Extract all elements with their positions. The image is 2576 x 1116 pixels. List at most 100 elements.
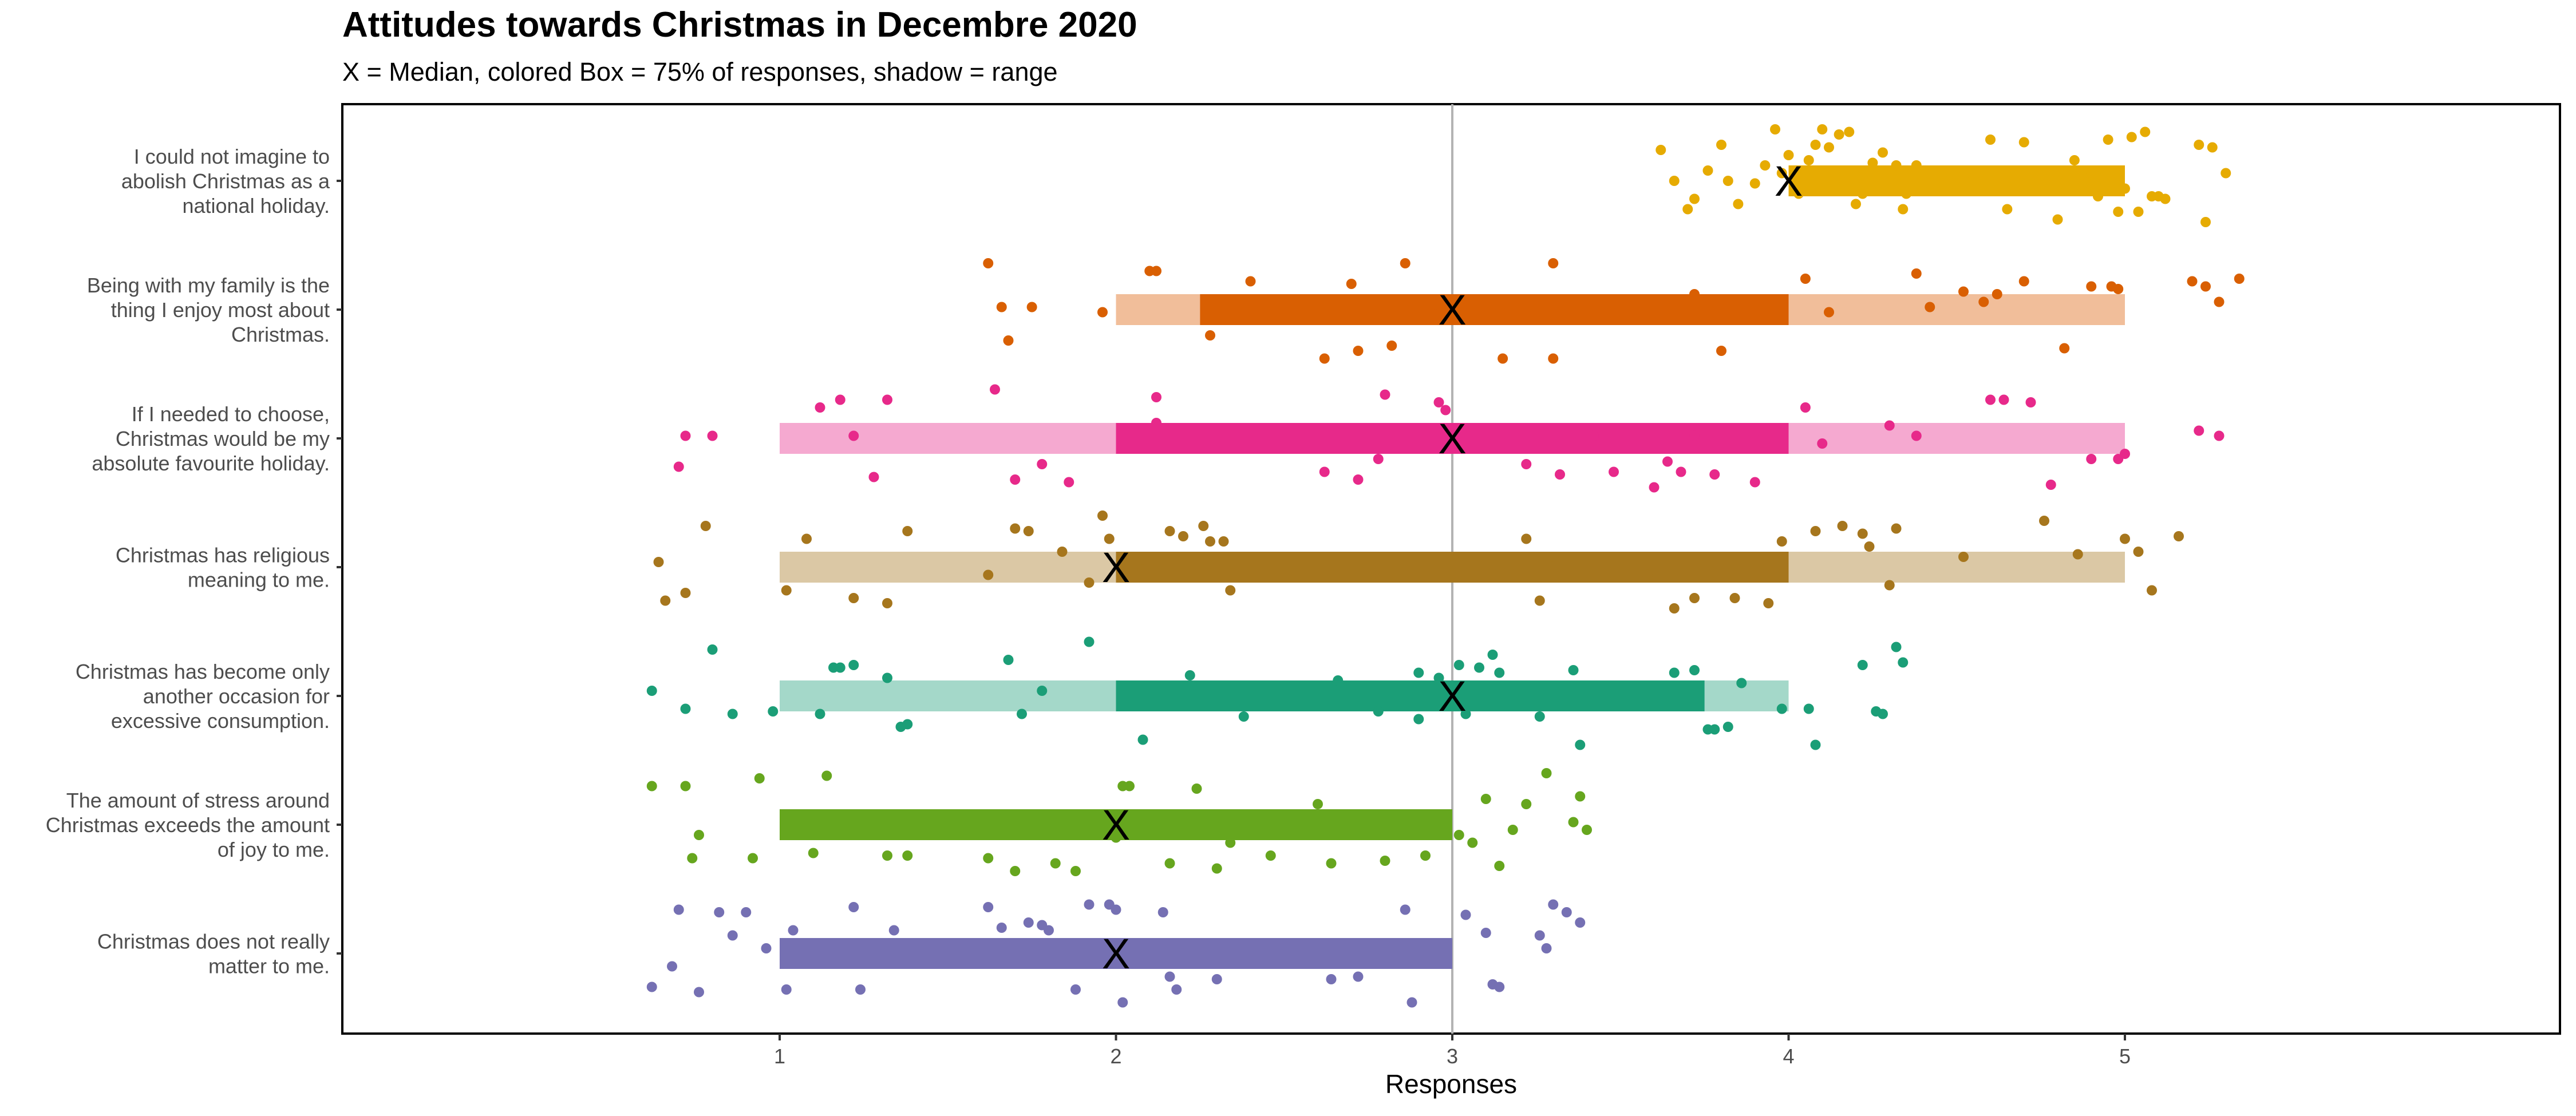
iqr-box [1200, 294, 1789, 325]
response-point [1911, 160, 1922, 171]
response-point [1689, 430, 1700, 441]
response-point [983, 569, 994, 580]
response-point [1433, 672, 1444, 683]
response-point [2113, 207, 2124, 217]
response-point [1373, 454, 1384, 464]
response-point [1353, 346, 1364, 356]
response-point [1561, 907, 1572, 917]
response-point [1891, 523, 1902, 534]
response-point [1137, 734, 1148, 745]
y-tick-label-line: absolute favourite holiday. [92, 452, 330, 475]
response-point [1225, 585, 1236, 596]
iqr-boxes [780, 165, 2125, 969]
x-tick-label: 4 [1783, 1044, 1794, 1068]
response-point [2120, 533, 2130, 544]
y-tick-label: If I needed to choose, Christmas would be… [92, 402, 330, 475]
response-point [1070, 984, 1081, 995]
iqr-box [1788, 165, 2125, 196]
response-point [1151, 392, 1161, 402]
response-point [2052, 214, 2063, 225]
response-point [1548, 258, 1559, 268]
iqr-box [1116, 680, 1705, 711]
response-point [1184, 670, 1195, 680]
response-point [1702, 165, 1713, 176]
response-point [1010, 474, 1021, 485]
response-point [2120, 449, 2130, 459]
response-point [1867, 157, 1878, 168]
response-point [1689, 665, 1700, 675]
response-point [1763, 598, 1774, 608]
response-point [667, 961, 677, 972]
response-point [2069, 155, 2080, 165]
response-point [707, 644, 718, 655]
response-point [1767, 315, 1777, 325]
response-point [2113, 284, 2124, 294]
response-point [1844, 126, 1855, 137]
response-point [2214, 296, 2225, 307]
response-point [2147, 585, 2157, 596]
y-tick-label-line: Christmas has religious [116, 544, 330, 567]
response-point [768, 706, 779, 717]
response-point [1037, 686, 1048, 696]
response-point [1494, 667, 1505, 678]
response-point [902, 719, 913, 730]
response-point [1824, 142, 1834, 153]
response-point [1474, 662, 1484, 673]
response-point [1084, 899, 1095, 910]
jitter-points [646, 124, 2245, 1008]
response-point [815, 402, 825, 413]
response-point [1346, 279, 1357, 289]
response-point [1313, 799, 1323, 809]
response-point [1810, 526, 1821, 536]
response-point [1749, 178, 1760, 189]
response-point [1205, 330, 1215, 341]
response-point [1413, 667, 1424, 678]
response-point [1010, 866, 1021, 876]
response-point [1642, 569, 1653, 580]
response-point [1891, 642, 1902, 652]
response-point [1084, 636, 1095, 647]
response-point [1901, 188, 1912, 199]
response-point [1978, 296, 1989, 307]
response-point [2187, 276, 2198, 287]
response-point [1776, 536, 1787, 547]
response-point [1985, 394, 1996, 405]
response-point [1555, 469, 1565, 480]
response-point [821, 770, 832, 781]
response-point [1460, 909, 1471, 920]
response-point [2133, 207, 2144, 217]
response-point [694, 987, 704, 998]
response-point [2018, 137, 2029, 148]
response-point [1480, 794, 1491, 804]
response-point [1669, 603, 1680, 614]
response-point [1649, 482, 1660, 493]
response-point [1998, 394, 2009, 405]
response-point [1037, 459, 1048, 469]
response-point [1676, 466, 1686, 477]
response-point [1689, 593, 1700, 603]
response-point [1817, 124, 1828, 134]
response-point [1003, 335, 1014, 346]
response-point [868, 472, 879, 482]
response-point [1117, 997, 1128, 1008]
response-point [741, 907, 752, 917]
response-point [2093, 191, 2103, 201]
response-point [1124, 781, 1135, 792]
y-tick-label-line: Christmas would be my [116, 427, 330, 450]
response-point [687, 853, 698, 864]
response-point [1137, 564, 1148, 575]
response-point [1164, 971, 1175, 982]
response-point [727, 709, 738, 719]
response-point [969, 809, 980, 820]
median-marker: X [1102, 544, 1130, 591]
response-point [700, 521, 711, 531]
response-point [1722, 722, 1733, 732]
response-point [1891, 160, 1902, 171]
response-point [882, 598, 892, 608]
x-tick-label: 3 [1447, 1044, 1458, 1068]
response-point [1925, 302, 1935, 312]
response-point [1010, 523, 1021, 534]
response-point [882, 394, 892, 405]
response-point [2207, 142, 2218, 153]
y-tick-label: Christmas has religious meaning to me. [116, 544, 330, 592]
